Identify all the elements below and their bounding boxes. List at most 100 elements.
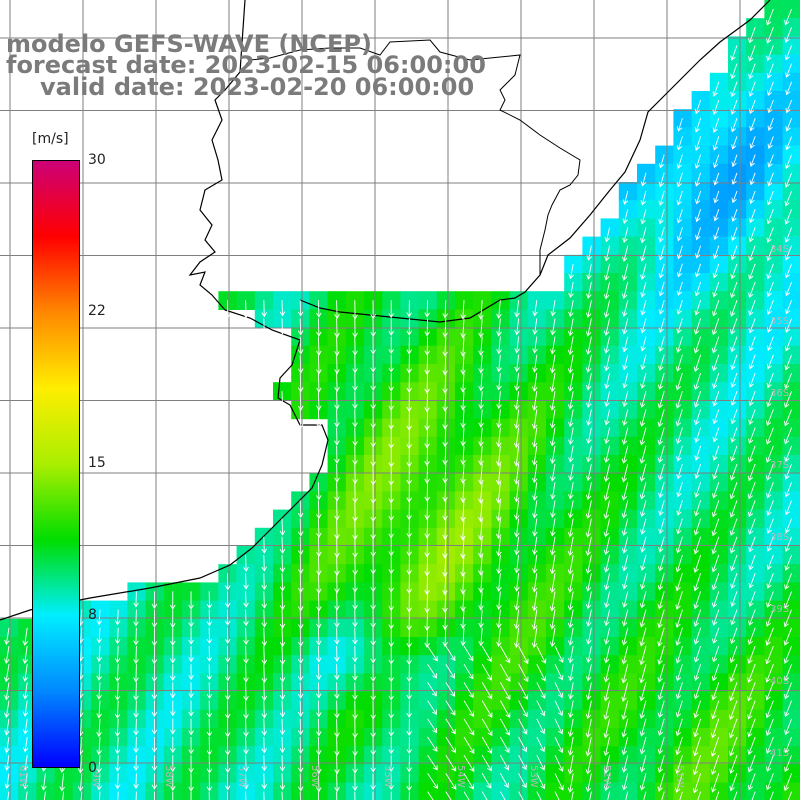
wind-arrow (586, 245, 592, 261)
wind-arrow (334, 773, 340, 793)
wind-speed-cell (600, 709, 620, 729)
wind-speed-cell (637, 782, 656, 800)
wind-arrow (710, 718, 720, 739)
wind-arrow (766, 372, 774, 389)
wind-arrow (334, 300, 340, 320)
wind-arrow (643, 791, 647, 800)
wind-arrow (297, 536, 304, 556)
wind-arrow (297, 500, 304, 518)
wind-arrow (729, 736, 738, 757)
wind-speed-cell (236, 782, 256, 800)
wind-arrow (675, 700, 683, 718)
wind-speed-cell (637, 600, 656, 620)
wind-arrow (114, 718, 121, 737)
wind-arrow (748, 300, 756, 316)
wind-arrow (151, 645, 158, 665)
wind-speed-cell (436, 782, 456, 800)
wind-arrow (568, 482, 574, 500)
wind-arrow (427, 682, 437, 697)
wind-arrow (334, 391, 340, 410)
wind-speed-cell (618, 564, 638, 583)
wind-arrow (370, 318, 376, 337)
wind-speed-cell (691, 582, 711, 602)
wind-arrow (424, 627, 430, 648)
wind-speed-cell (673, 564, 693, 583)
wind-arrow (697, 791, 702, 800)
wind-arrow (568, 427, 574, 445)
wind-speed-cell (546, 509, 565, 529)
wind-arrow (334, 755, 340, 775)
wind-arrow (514, 391, 520, 410)
wind-arrow (316, 354, 322, 375)
wind-arrow (334, 409, 340, 428)
wind-arrow (463, 663, 474, 680)
wind-speed-cell (728, 655, 747, 674)
wind-arrow (657, 463, 665, 481)
wind-speed-cell (655, 163, 674, 183)
wind-arrow (784, 554, 793, 571)
longitude-label: 54W (455, 765, 466, 788)
wind-speed-cell (673, 345, 693, 365)
wind-arrow (748, 99, 756, 115)
wind-arrow (463, 645, 474, 662)
wind-arrow (784, 536, 793, 552)
wind-arrow (568, 300, 574, 318)
wind-arrow (513, 445, 520, 467)
wind-arrow (784, 409, 793, 427)
wind-arrow (729, 773, 738, 792)
wind-speed-cell (746, 182, 765, 201)
wind-arrow (424, 427, 430, 449)
wind-arrow (352, 427, 358, 447)
wind-arrow (532, 318, 538, 335)
wind-arrow (478, 591, 484, 611)
wind-speed-cell (618, 527, 638, 547)
wind-arrow (224, 736, 231, 756)
wind-arrow (406, 354, 412, 374)
wind-speed-cell (527, 309, 547, 329)
wind-arrow (388, 336, 394, 355)
wind-arrow (62, 791, 65, 800)
wind-speed-cell (764, 546, 784, 565)
wind-arrow (77, 755, 84, 774)
wind-arrow (442, 500, 448, 521)
wind-speed-cell (618, 254, 638, 274)
wind-arrow (532, 536, 538, 555)
wind-speed-cell (546, 418, 565, 438)
wind-arrow (406, 682, 412, 700)
wind-arrow (513, 482, 520, 503)
wind-arrow (460, 391, 466, 411)
wind-arrow (352, 664, 358, 681)
wind-arrow (784, 718, 793, 736)
wind-speed-cell (655, 564, 674, 583)
wind-arrow (712, 482, 720, 499)
wind-speed-cell (582, 418, 602, 438)
wind-speed-cell (655, 218, 674, 238)
wind-arrow (729, 463, 738, 481)
wind-arrow (622, 227, 629, 244)
wind-speed-cell (709, 418, 729, 438)
wind-arrow (766, 409, 774, 427)
wind-speed-cell (691, 91, 711, 110)
wind-arrow (603, 755, 611, 774)
wind-arrow (532, 518, 538, 537)
wind-arrow (463, 754, 475, 772)
wind-arrow (567, 736, 574, 756)
wind-arrow (424, 591, 430, 614)
wind-arrow (460, 591, 466, 612)
wind-arrow (766, 573, 774, 589)
wind-arrow (658, 245, 665, 261)
wind-arrow (748, 518, 756, 535)
wind-speed-cell (673, 600, 693, 620)
wind-speed-cell (764, 673, 784, 693)
wind-speed-cell (473, 782, 492, 800)
wind-arrow (675, 554, 683, 573)
wind-arrow (170, 700, 176, 717)
wind-arrow (712, 118, 720, 133)
wind-speed-cell (600, 673, 620, 693)
wind-speed-cell (673, 291, 693, 310)
wind-speed-cell (637, 655, 656, 674)
longitude-label: 59W (90, 765, 101, 788)
wind-arrow (603, 300, 611, 318)
wind-arrow (297, 518, 304, 537)
wind-speed-cell (637, 473, 656, 492)
